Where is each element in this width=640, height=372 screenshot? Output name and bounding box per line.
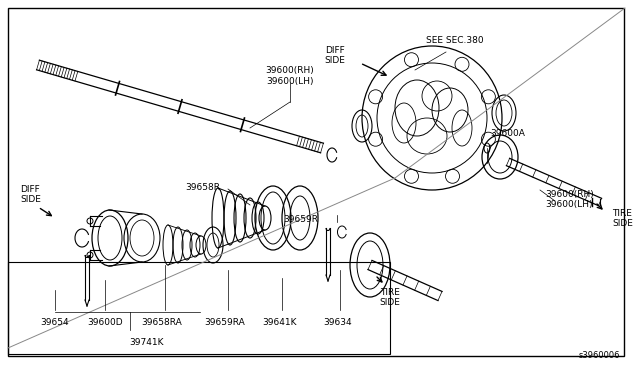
- Text: 39600(RH): 39600(RH): [266, 66, 314, 75]
- Text: 39634: 39634: [324, 318, 352, 327]
- Bar: [8, 262, 390, 354]
- Text: 39659RA: 39659RA: [205, 318, 245, 327]
- Text: SIDE: SIDE: [20, 195, 41, 204]
- Text: SEE SEC.380: SEE SEC.380: [426, 36, 484, 45]
- Text: TIRE: TIRE: [612, 209, 632, 218]
- Text: TIRE: TIRE: [380, 288, 400, 297]
- Text: 39641K: 39641K: [263, 318, 297, 327]
- Text: 39600D: 39600D: [87, 318, 123, 327]
- Text: 39600A: 39600A: [490, 128, 525, 138]
- Text: 39600(LH): 39600(LH): [266, 77, 314, 86]
- Text: 39741K: 39741K: [130, 338, 164, 347]
- Text: 39659R: 39659R: [283, 215, 318, 224]
- Text: 39658R: 39658R: [185, 183, 220, 192]
- Text: 39600(RH): 39600(RH): [545, 189, 594, 199]
- Text: s3960006: s3960006: [579, 351, 620, 360]
- Text: DIFF: DIFF: [325, 46, 345, 55]
- Text: DIFF: DIFF: [20, 185, 40, 194]
- Text: 39654: 39654: [41, 318, 69, 327]
- Text: 39600(LH): 39600(LH): [545, 201, 593, 209]
- Text: 39658RA: 39658RA: [141, 318, 182, 327]
- Text: SIDE: SIDE: [612, 219, 633, 228]
- Text: SIDE: SIDE: [380, 298, 401, 307]
- Text: SIDE: SIDE: [324, 56, 345, 65]
